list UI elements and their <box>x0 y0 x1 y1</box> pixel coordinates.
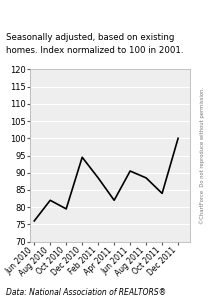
Text: Data: National Association of REALTORS®: Data: National Association of REALTORS® <box>6 288 167 297</box>
Text: ©ChartForce  Do not reproduce without permission.: ©ChartForce Do not reproduce without per… <box>199 87 205 224</box>
Text: Seasonally adjusted, based on existing
homes. Index normalized to 100 in 2001.: Seasonally adjusted, based on existing h… <box>6 33 184 55</box>
Text: Pending Home Sales: Pending Home Sales <box>7 7 209 25</box>
